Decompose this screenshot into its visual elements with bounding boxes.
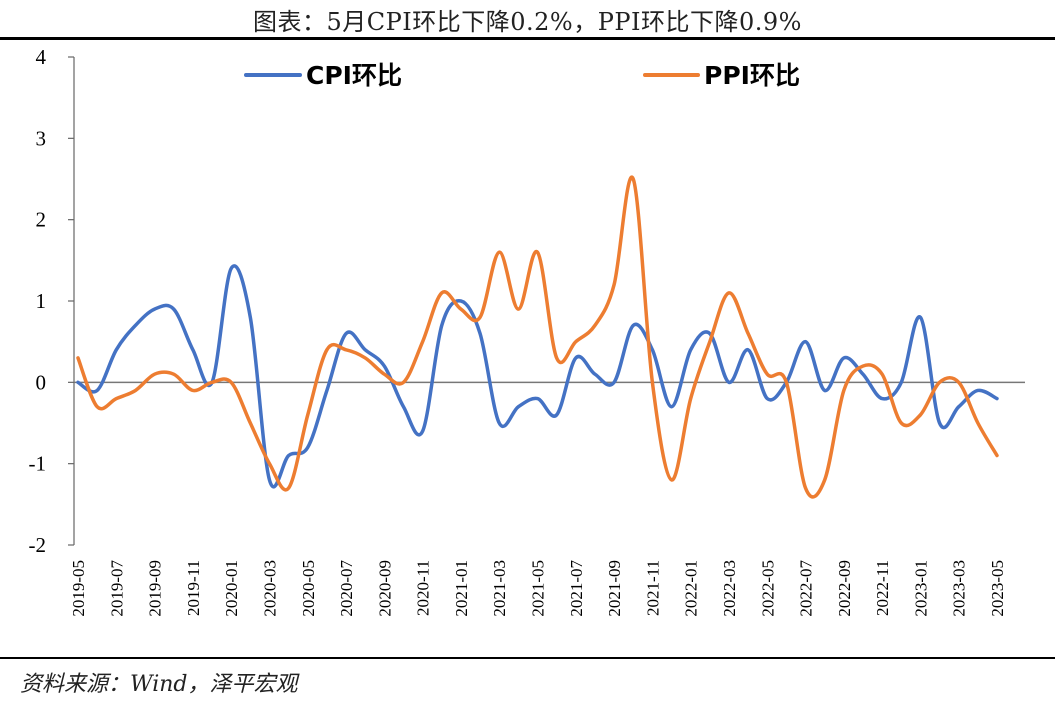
x-tick-label: 2021-07 — [567, 560, 586, 617]
y-tick-label: 0 — [36, 370, 47, 394]
series-layer — [76, 175, 999, 499]
series-line — [76, 175, 999, 499]
x-tick-label: 2022-07 — [797, 560, 816, 617]
series-cpi — [76, 264, 999, 489]
chart-title: 图表：5月CPI环比下降0.2%，PPI环比下降0.9% — [253, 8, 802, 36]
x-tick-label: 2023-01 — [911, 560, 930, 617]
x-tick-label: 2021-03 — [490, 560, 509, 617]
legend-label: CPI环比 — [306, 61, 402, 90]
x-tick-label: 2021-05 — [529, 560, 548, 617]
bottom-rule — [0, 657, 1055, 659]
x-tick-label: 2022-03 — [720, 560, 739, 617]
source-note: 资料来源：Wind，泽平宏观 — [20, 672, 298, 697]
series-ppi — [76, 175, 999, 499]
y-tick-label: -1 — [29, 452, 47, 476]
x-tick-label: 2022-05 — [758, 560, 777, 617]
x-tick-label: 2020-09 — [375, 560, 394, 617]
x-tick-label: 2019-05 — [69, 560, 88, 617]
legend-item-cpi: CPI环比 — [244, 61, 402, 90]
series-line — [76, 264, 999, 489]
x-tick-label: 2021-11 — [643, 560, 662, 616]
x-tick-label: 2020-11 — [414, 560, 433, 616]
legend-item-ppi: PPI环比 — [643, 61, 800, 90]
x-tick-label: 2023-03 — [950, 560, 969, 617]
x-tick-label: 2020-05 — [299, 560, 318, 617]
x-tick-label: 2022-11 — [873, 560, 892, 616]
x-tick-label: 2019-09 — [146, 560, 165, 617]
top-rule — [0, 37, 1055, 40]
y-tick-label: 2 — [36, 208, 47, 232]
x-tick-label: 2020-03 — [260, 560, 279, 617]
x-tick-label: 2023-05 — [988, 560, 1007, 617]
x-tick-label: 2022-09 — [835, 560, 854, 617]
y-tick-label: 3 — [36, 126, 47, 150]
y-tick-label: 4 — [36, 45, 47, 69]
legend-label: PPI环比 — [704, 61, 800, 90]
x-tick-label: 2019-11 — [184, 560, 203, 616]
y-tick-label: 1 — [36, 289, 47, 313]
axes: -2 -1 0 1 2 3 4 2019-05 2019-07 2019-09 2019-11 202… — [29, 45, 1025, 617]
y-tick-label: -2 — [29, 533, 47, 557]
x-tick-label: 2022-01 — [682, 560, 701, 617]
x-tick-label: 2021-01 — [452, 560, 471, 617]
x-tick-label: 2019-07 — [107, 560, 126, 617]
x-tick-label: 2021-09 — [605, 560, 624, 617]
x-tick-label: 2020-01 — [222, 560, 241, 617]
legend: CPI环比 PPI环比 — [244, 61, 800, 90]
x-tick-label: 2020-07 — [337, 560, 356, 617]
